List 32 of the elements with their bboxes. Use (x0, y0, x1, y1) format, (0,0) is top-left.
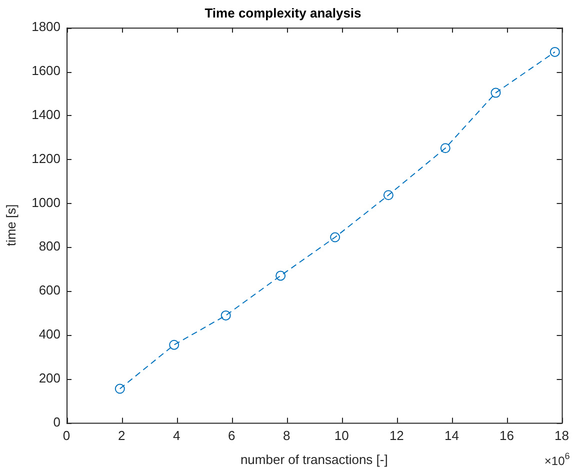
x-tick-label: 2 (118, 428, 126, 444)
x-tick-label: 0 (62, 428, 70, 444)
point (383, 190, 394, 200)
point (220, 310, 231, 320)
y-tick-label: 400 (38, 326, 61, 342)
point (550, 46, 560, 57)
chart-title: Time complexity analysis (204, 5, 362, 20)
x-tick-label: 18 (554, 428, 570, 444)
y-tick-label: 0 (53, 414, 61, 430)
x-tick-label: 8 (283, 428, 290, 444)
y-tick-label: 1200 (32, 150, 61, 166)
point (276, 270, 286, 281)
y-tick-label: 800 (38, 238, 61, 254)
y-tick-label: 600 (38, 282, 61, 298)
y-tick-label: 1000 (32, 194, 61, 210)
x-tick-label: 10 (334, 428, 349, 444)
point (490, 88, 501, 98)
y-tick-label: 1600 (32, 63, 61, 78)
point (169, 340, 180, 350)
x-tick-label: 16 (500, 428, 514, 444)
point (440, 143, 450, 154)
y-tick-label: 1800 (32, 19, 61, 34)
x-tick-label: 4 (172, 428, 180, 444)
y-axis-title: time [s] (3, 204, 18, 246)
x-tick-label: 14 (444, 428, 459, 444)
x-axis-title: number of transactions [-] (240, 452, 388, 467)
point (114, 384, 125, 394)
point (330, 232, 340, 242)
y-tick-label: 200 (38, 370, 61, 386)
x-tick-label: 12 (389, 428, 404, 444)
x-tick-label: 6 (228, 428, 236, 444)
y-tick-label: 1400 (32, 107, 61, 122)
